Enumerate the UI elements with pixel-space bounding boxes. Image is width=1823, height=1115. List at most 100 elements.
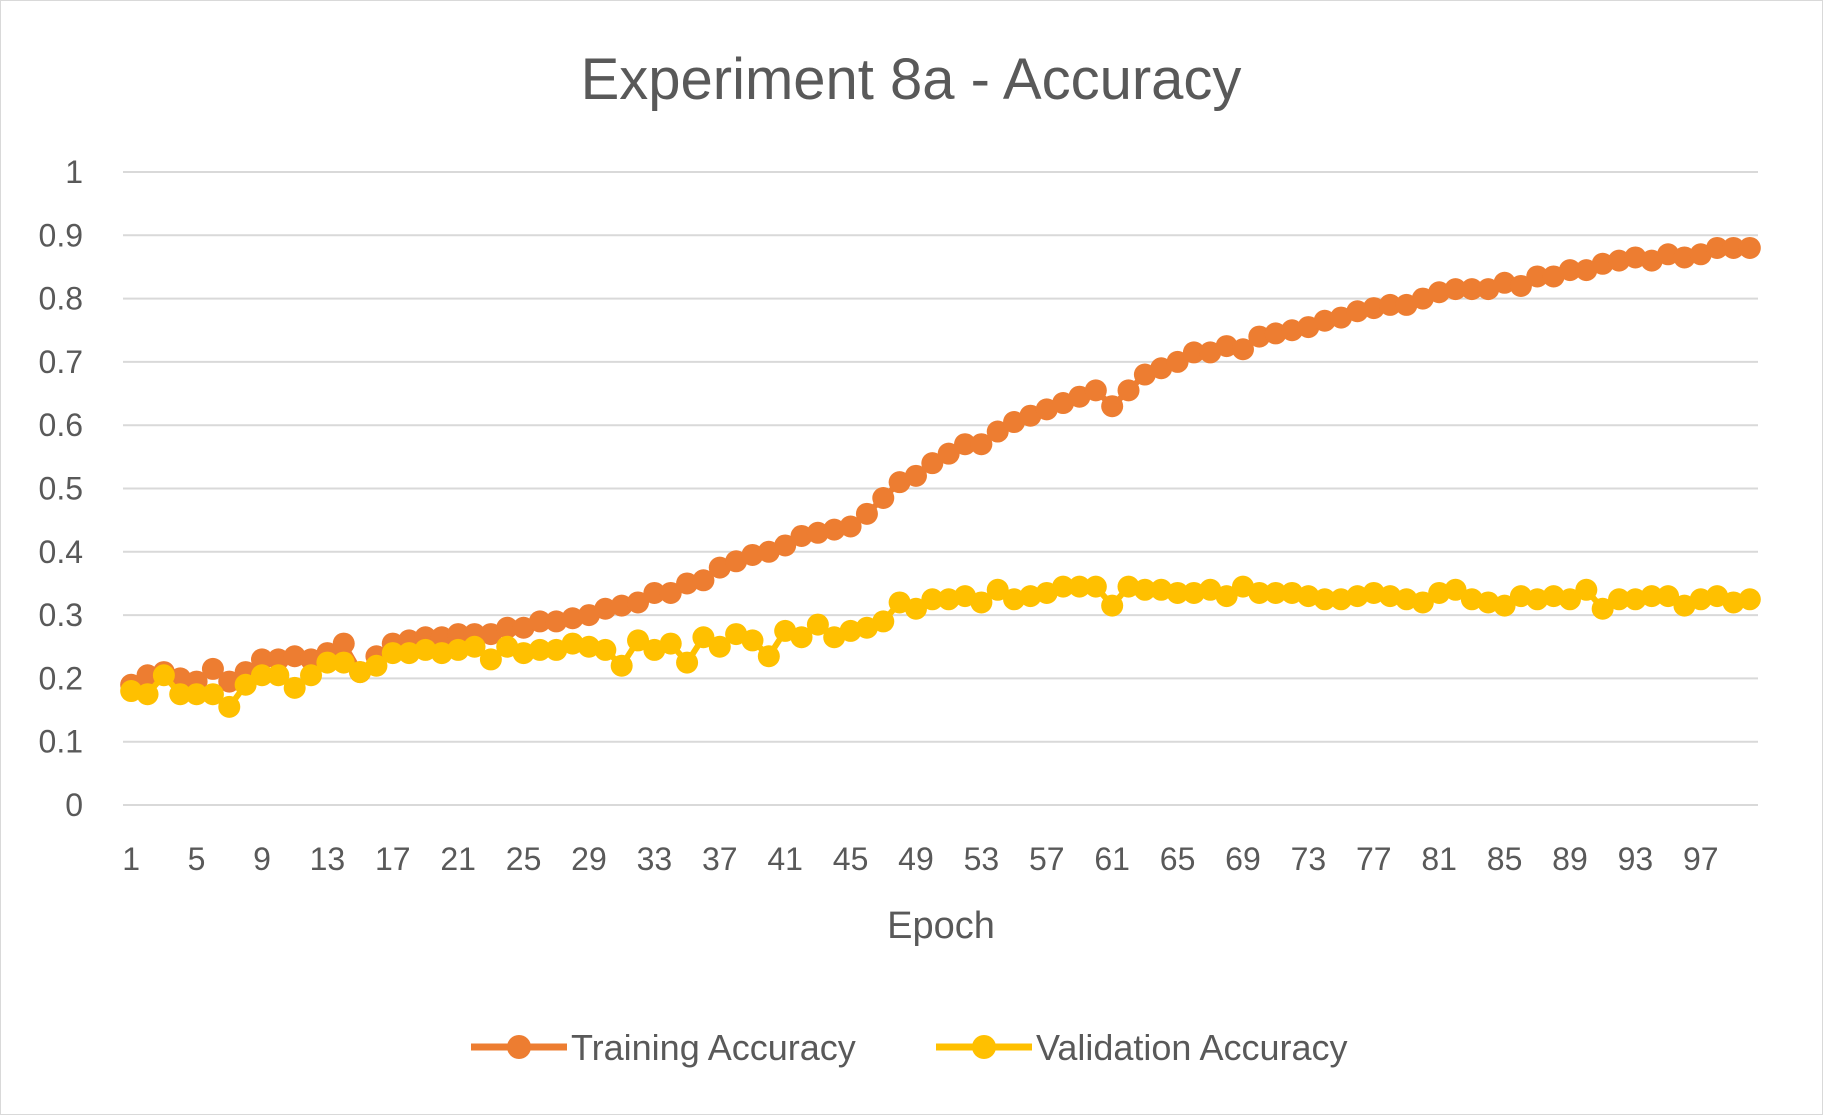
x-tick-label: 5	[188, 841, 206, 877]
data-point	[267, 648, 290, 671]
data-point	[201, 657, 224, 680]
legend-label: Training Accuracy	[571, 1027, 856, 1068]
data-point	[1657, 585, 1680, 608]
data-point	[1362, 581, 1385, 604]
data-point	[1117, 575, 1140, 598]
y-tick-label: 0.3	[39, 597, 83, 633]
x-axis-title: Epoch	[887, 905, 995, 947]
series-layer	[120, 236, 1761, 718]
data-point	[937, 588, 960, 611]
data-point	[120, 680, 143, 703]
data-point	[839, 515, 862, 538]
data-point	[528, 638, 551, 661]
data-point	[790, 626, 813, 649]
data-point	[855, 502, 878, 525]
data-point	[1133, 578, 1156, 601]
data-point	[659, 581, 682, 604]
y-tick-label: 0.7	[39, 344, 83, 380]
data-point	[872, 610, 895, 633]
data-point	[561, 607, 584, 630]
data-point	[1297, 585, 1320, 608]
series-validation-accuracy	[120, 575, 1761, 718]
data-point	[1640, 585, 1663, 608]
x-tick-label: 93	[1618, 841, 1654, 877]
data-point	[1428, 581, 1451, 604]
data-point	[1624, 588, 1647, 611]
data-point	[1591, 597, 1614, 620]
data-point	[594, 597, 617, 620]
data-point	[414, 638, 437, 661]
data-point	[594, 638, 617, 661]
x-tick-label: 81	[1421, 841, 1457, 877]
data-point	[659, 632, 682, 655]
data-point	[1313, 588, 1336, 611]
data-point	[463, 635, 486, 658]
data-point	[741, 629, 764, 652]
data-point	[218, 670, 241, 693]
x-tick-label: 1	[122, 841, 140, 877]
data-point	[1084, 379, 1107, 402]
x-axis-tick-labels: 1 5 9 13 17 21 25 29 33 37 41 45 49 53 57 61 65 69 73 77 81 8…	[122, 841, 1718, 877]
x-tick-label: 13	[310, 841, 346, 877]
data-point	[627, 591, 650, 614]
x-tick-label: 25	[506, 841, 542, 877]
data-point	[201, 683, 224, 706]
y-tick-label: 0.8	[39, 281, 83, 317]
data-point	[300, 664, 323, 687]
data-point	[1330, 588, 1353, 611]
data-point	[398, 642, 421, 665]
data-point	[610, 594, 633, 617]
data-point	[1411, 591, 1434, 614]
data-point	[561, 632, 584, 655]
data-point	[1264, 581, 1287, 604]
y-axis-tick-labels: 0 0.1 0.2 0.3 0.4 0.5 0.6 0.7 0.8 0.9 1	[39, 154, 83, 823]
x-tick-label: 73	[1291, 841, 1327, 877]
data-point	[692, 569, 715, 592]
data-point	[577, 635, 600, 658]
y-tick-label: 0.4	[39, 534, 83, 570]
x-tick-label: 29	[571, 841, 607, 877]
data-point	[708, 635, 731, 658]
y-tick-label: 0.9	[39, 217, 83, 253]
data-point	[267, 664, 290, 687]
data-point	[904, 464, 927, 487]
x-tick-label: 9	[253, 841, 271, 877]
data-point	[1248, 581, 1271, 604]
data-point	[692, 626, 715, 649]
data-point	[283, 676, 306, 699]
data-point	[1281, 581, 1304, 604]
data-point	[1526, 265, 1549, 288]
legend-marker	[972, 1035, 996, 1059]
data-point	[676, 651, 699, 674]
data-point	[234, 673, 257, 696]
data-point	[872, 486, 895, 509]
x-tick-label: 45	[833, 841, 869, 877]
x-tick-label: 65	[1160, 841, 1196, 877]
data-point	[1428, 281, 1451, 304]
data-point	[1395, 588, 1418, 611]
data-point	[823, 518, 846, 541]
data-point	[1248, 325, 1271, 348]
data-point	[447, 623, 470, 646]
data-point	[1182, 341, 1205, 364]
data-point	[365, 654, 388, 677]
data-point	[136, 683, 159, 706]
data-point	[1150, 578, 1173, 601]
data-point	[806, 521, 829, 544]
data-point	[1477, 591, 1500, 614]
data-point	[1706, 236, 1729, 259]
data-point	[447, 638, 470, 661]
data-point	[1460, 278, 1483, 301]
legend-item: Validation Accuracy	[936, 1027, 1348, 1068]
data-point	[904, 597, 927, 620]
data-point	[332, 651, 355, 674]
x-tick-label: 85	[1487, 841, 1523, 877]
x-tick-label: 49	[898, 841, 934, 877]
data-point	[545, 610, 568, 633]
data-point	[1379, 293, 1402, 316]
data-point	[1542, 585, 1565, 608]
data-point	[1738, 236, 1761, 259]
chart-title: Experiment 8a - Accuracy	[581, 47, 1242, 112]
data-point	[1608, 588, 1631, 611]
data-point	[1346, 300, 1369, 323]
